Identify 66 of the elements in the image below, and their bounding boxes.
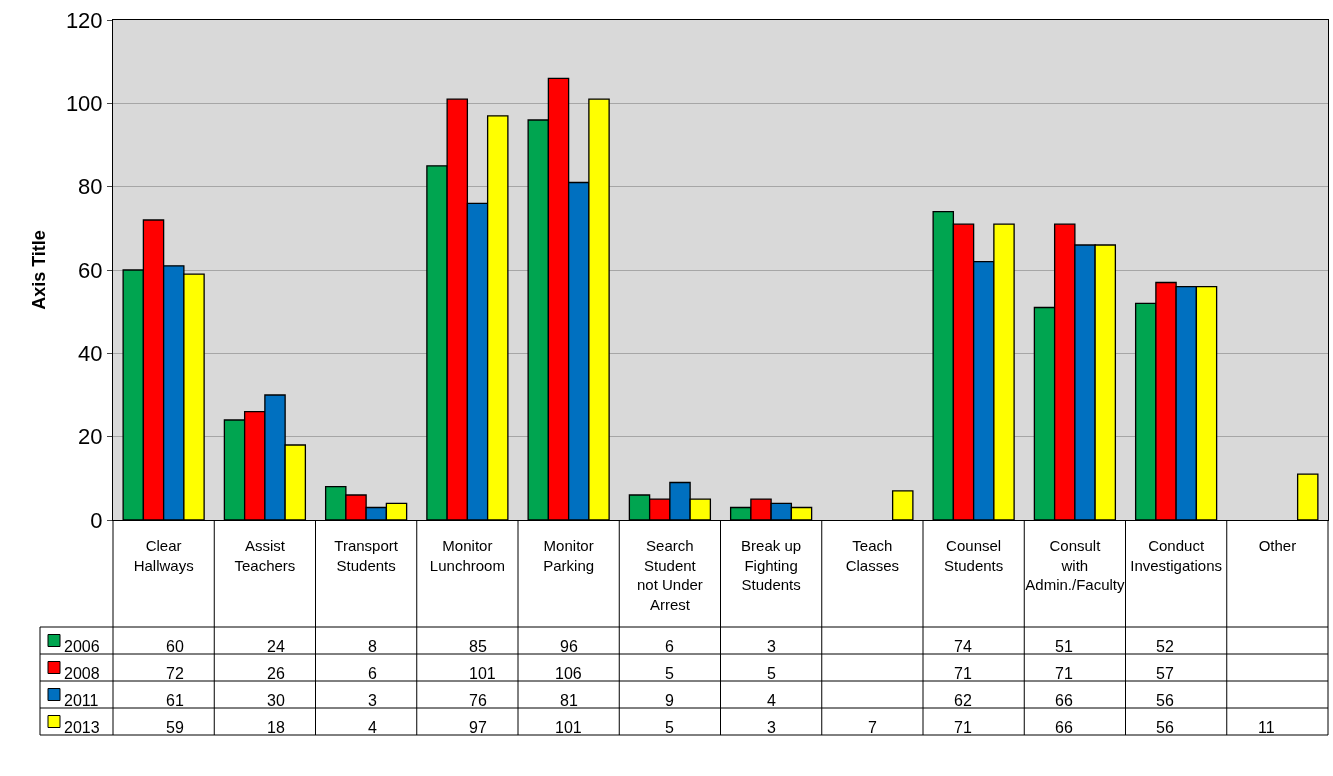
x-tick-label: Counsel Students bbox=[944, 537, 1004, 574]
data-label: 71 bbox=[954, 665, 972, 682]
data-label: 26 bbox=[267, 665, 285, 682]
data-label: 66 bbox=[1055, 692, 1073, 709]
data-label: 11 bbox=[1258, 719, 1275, 736]
y-tick-label: 80 bbox=[78, 174, 103, 200]
data-label: 61 bbox=[166, 692, 184, 709]
data-label: 52 bbox=[1156, 638, 1174, 655]
data-label: 5 bbox=[665, 719, 674, 736]
data-label: 101 bbox=[555, 719, 582, 736]
legend-label: 2011 bbox=[64, 692, 99, 709]
data-label: 74 bbox=[954, 638, 972, 655]
data-label: 3 bbox=[767, 719, 776, 736]
data-label: 57 bbox=[1156, 665, 1174, 682]
y-tick-label: 40 bbox=[78, 341, 103, 367]
y-axis-title: Axis Title bbox=[29, 230, 50, 310]
data-label: 24 bbox=[267, 638, 285, 655]
x-tick-label: Search Student not Under Arrest bbox=[636, 537, 703, 613]
x-tick-label: Conduct Investigations bbox=[1130, 537, 1222, 574]
data-label: 72 bbox=[166, 665, 184, 682]
x-tick-label: Assist Teachers bbox=[234, 537, 296, 574]
data-label: 106 bbox=[555, 665, 582, 682]
x-tick-label: Monitor Lunchroom bbox=[429, 537, 505, 574]
data-label: 66 bbox=[1055, 719, 1073, 736]
data-label: 5 bbox=[767, 665, 776, 682]
x-tick-label: Consult with Admin./Faculty bbox=[1025, 537, 1125, 593]
y-tick-label: 20 bbox=[78, 424, 103, 450]
data-label: 7 bbox=[868, 719, 877, 736]
data-label: 62 bbox=[954, 692, 972, 709]
y-tick-label: 60 bbox=[78, 257, 103, 283]
y-tick-label: 120 bbox=[65, 7, 103, 33]
data-label: 4 bbox=[767, 692, 776, 709]
data-label: 85 bbox=[469, 638, 487, 655]
x-tick-label: Break up Fighting Students bbox=[741, 537, 802, 593]
data-label: 51 bbox=[1055, 638, 1073, 655]
data-label: 9 bbox=[665, 692, 674, 709]
data-label: 6 bbox=[368, 665, 377, 682]
x-tick-label: Monitor Parking bbox=[543, 537, 595, 574]
data-label: 3 bbox=[767, 638, 776, 655]
data-label: 60 bbox=[166, 638, 184, 655]
x-tick-label: Transport Students bbox=[334, 537, 399, 574]
data-label: 3 bbox=[368, 692, 377, 709]
data-label: 18 bbox=[267, 719, 285, 736]
data-label: 101 bbox=[469, 665, 496, 682]
data-label: 5 bbox=[665, 665, 674, 682]
data-label: 59 bbox=[166, 719, 184, 736]
data-label: 30 bbox=[267, 692, 285, 709]
data-label: 56 bbox=[1156, 719, 1174, 736]
legend-label: 2013 bbox=[64, 719, 100, 736]
data-label: 4 bbox=[368, 719, 377, 736]
data-label: 6 bbox=[665, 638, 674, 655]
legend-label: 2006 bbox=[64, 638, 100, 655]
data-label: 96 bbox=[560, 638, 578, 655]
data-label: 71 bbox=[954, 719, 972, 736]
data-label: 8 bbox=[368, 638, 377, 655]
y-tick-label: 0 bbox=[90, 507, 103, 533]
data-label: 97 bbox=[469, 719, 487, 736]
x-tick-label: Clear Hallways bbox=[133, 537, 194, 574]
legend-label: 2008 bbox=[64, 665, 100, 682]
data-label: 56 bbox=[1156, 692, 1174, 709]
y-tick-label: 100 bbox=[65, 91, 103, 117]
x-tick-label: Other bbox=[1258, 537, 1297, 554]
x-tick-label: Teach Classes bbox=[845, 537, 900, 574]
data-label: 81 bbox=[560, 692, 578, 709]
data-label: 71 bbox=[1055, 665, 1073, 682]
data-label: 76 bbox=[469, 692, 487, 709]
